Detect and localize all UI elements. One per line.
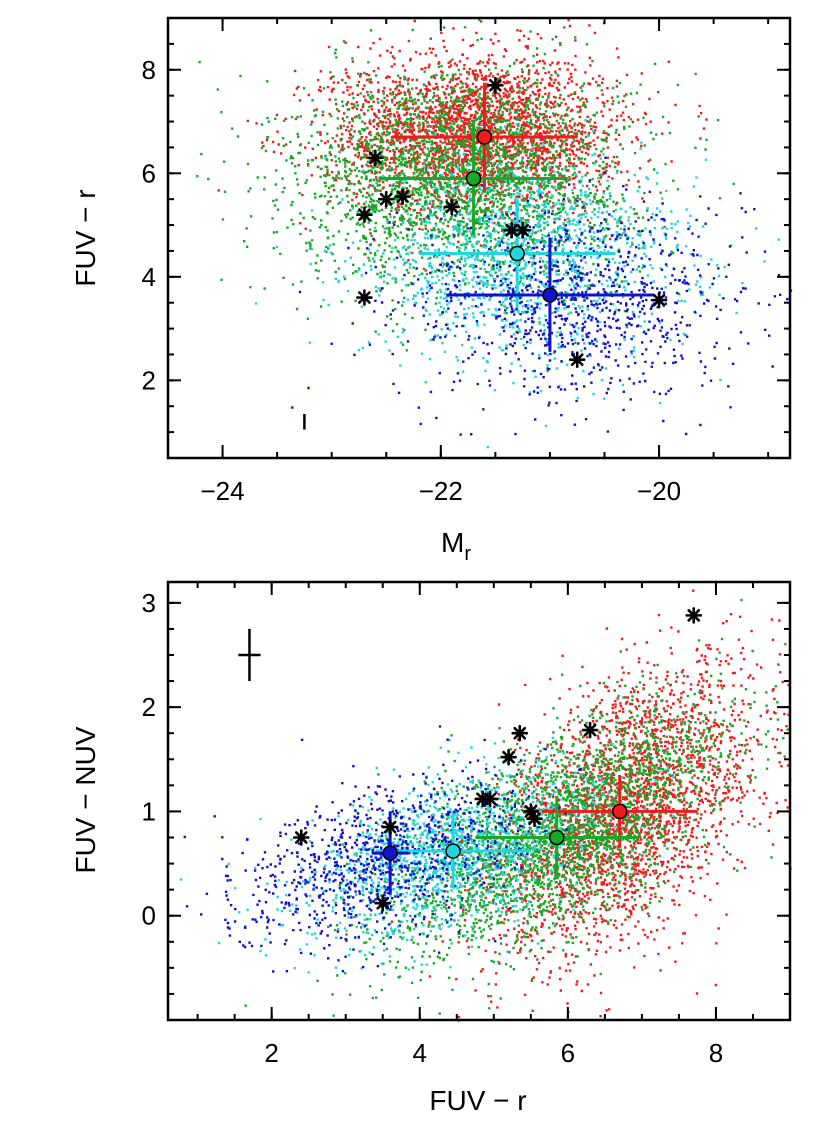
bottom-star-marker: [511, 724, 529, 742]
top-mean-red: [391, 82, 578, 192]
bottom-y-tick-label: 0: [142, 901, 156, 931]
top-tick-labels: −24 −22 −20 2 4 6 8: [142, 55, 682, 506]
top-x-tick-label: −22: [419, 476, 463, 506]
top-mean-blue: [446, 238, 654, 352]
top-y-tick-label: 6: [142, 158, 156, 188]
top-star-marker: [356, 289, 373, 306]
top-star-marker: [443, 198, 461, 216]
bottom-tick-labels: 2 4 6 8 0 1 2 3: [142, 588, 724, 1068]
top-y-tick-label: 2: [142, 365, 156, 395]
bottom-x-tick-label: 6: [561, 1038, 575, 1068]
bottom-ticks: [168, 582, 791, 1021]
top-x-axis-label: Mr: [441, 527, 471, 565]
top-mean-blue-marker: [542, 287, 558, 303]
bottom-mean-red: [541, 774, 698, 848]
bottom-point-clouds: [179, 589, 792, 1022]
bottom-points-cyan: [179, 705, 691, 974]
bottom-y-tick-label: 2: [142, 692, 156, 722]
bottom-star-marker: [685, 607, 703, 624]
top-ticks: [167, 17, 790, 459]
bottom-star-marker: [481, 790, 499, 808]
top-x-tick-label: −24: [201, 476, 245, 506]
bottom-y-axis-label: FUV − NUV: [70, 726, 101, 873]
bottom-panel: 2 4 6 8 0 1 2 3 FUV − r FUV − NUV: [70, 580, 792, 1116]
top-point-clouds: [196, 18, 793, 449]
top-panel: −24 −22 −20 2 4 6 8 Mr FUV − r: [70, 16, 793, 565]
bottom-star-marker: [292, 829, 310, 846]
bottom-star-markers: [292, 607, 703, 912]
bottom-x-tick-label: 8: [709, 1038, 723, 1068]
bottom-typical-error-cross: [238, 628, 261, 682]
top-star-marker: [356, 206, 373, 224]
bottom-mean-blue-marker: [382, 845, 398, 861]
bottom-y-tick-label: 1: [142, 796, 156, 826]
bottom-y-tick-label: 3: [142, 588, 156, 618]
top-mean-errorbars: [380, 82, 654, 352]
bottom-mean-green-marker: [549, 829, 565, 846]
top-mean-cyan-marker: [509, 245, 525, 262]
top-star-marker: [367, 149, 384, 167]
bottom-star-marker: [381, 818, 399, 836]
top-y-tick-label: 8: [142, 55, 156, 85]
bottom-star-marker: [374, 894, 392, 912]
top-star-marker: [377, 190, 395, 208]
bottom-mean-cyan-marker: [445, 843, 461, 859]
top-plot-frame: [166, 16, 792, 460]
bottom-x-tick-label: 2: [264, 1038, 278, 1068]
top-star-marker: [487, 76, 504, 94]
bottom-star-marker: [581, 721, 599, 739]
top-star-marker: [650, 291, 668, 309]
bottom-mean-cyan: [375, 814, 531, 888]
bottom-mean-red-marker: [611, 803, 628, 820]
top-y-axis-label: FUV − r: [70, 189, 101, 286]
top-star-marker: [394, 188, 411, 205]
bottom-error-sample: [238, 628, 261, 682]
bottom-star-marker: [500, 748, 517, 766]
top-mean-cyan: [418, 199, 616, 308]
bottom-points-green: [244, 598, 792, 1017]
top-star-marker: [514, 221, 531, 239]
top-mean-green-marker: [465, 170, 482, 187]
top-star-markers: [356, 76, 668, 368]
bottom-mean-green: [475, 795, 639, 880]
top-y-tick-label: 4: [142, 262, 156, 292]
bottom-star-marker: [526, 810, 543, 828]
top-star-marker: [568, 351, 586, 368]
bottom-plot-frame: [166, 580, 792, 1022]
bottom-x-tick-label: 4: [413, 1038, 427, 1068]
top-mean-green: [380, 121, 567, 236]
top-points-green: [196, 18, 735, 372]
top-x-tick-label: −20: [637, 476, 681, 506]
top-mean-red-marker: [476, 129, 493, 145]
bottom-x-axis-label: FUV − r: [429, 1085, 526, 1116]
